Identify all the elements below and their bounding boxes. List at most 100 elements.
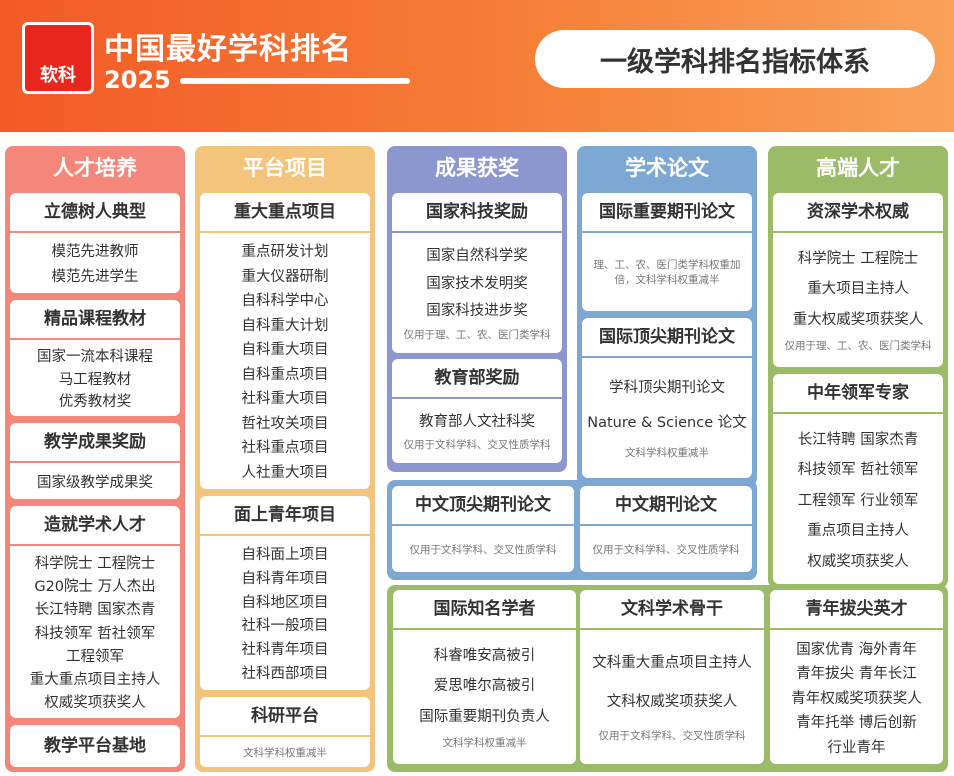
box-note: 文科学科权重减半 (625, 447, 709, 460)
indicator-item: 科睿唯安高被引 (433, 647, 536, 664)
indicator-item: 重大项目主持人 (807, 281, 909, 298)
indicator-item: 自科地区项目 (241, 594, 329, 611)
indicator-box: 文科学术骨干 文科重大重点项目主持人 文科权威奖项获奖人 仅用于文科学科、交叉性质学科 (580, 590, 764, 764)
indicator-box: 科研平台 文科学科权重减半 (200, 697, 370, 767)
indicator-item: 青年权威奖项获奖人 (791, 690, 922, 707)
box-title: 文科学术骨干 (580, 590, 764, 630)
indicator-item: 学科顶尖期刊论文 (609, 379, 725, 396)
box-note: 仅用于理、工、农、医门类学科 (784, 340, 932, 353)
underline (180, 78, 410, 84)
indicator-item: 自科青年项目 (241, 570, 329, 587)
indicator-item: 模范先进教师 (51, 244, 139, 261)
box-note: 仅用于文科学科、交叉性质学科 (592, 543, 740, 556)
section-title: 平台项目 (243, 156, 327, 180)
box-body: 国家一流本科课程 马工程教材优秀教材奖 (10, 340, 180, 416)
indicator-item: 长江特聘 国家杰青 (34, 602, 156, 619)
year: 2025 (104, 66, 171, 94)
box-body: 仅用于文科学科、交叉性质学科 (580, 526, 752, 572)
box-note: 仅用于理、工、农、医门类学科 (403, 329, 551, 342)
indicator-item: 科技领军 哲社领军 (34, 625, 156, 642)
indicator-item: 行业青年 (827, 739, 886, 756)
section-title: 成果获奖 (435, 156, 519, 180)
indicator-item: 权威奖项获奖人 (807, 553, 909, 570)
box-title: 中年领军专家 (773, 374, 943, 414)
indicator-box: 国际顶尖期刊论文学科顶尖期刊论文 Nature & Science 论文文科学科权… (582, 318, 752, 478)
indicator-item: 马工程教材 (58, 371, 132, 388)
indicator-box: 造就学术人才 科学院士 工程院士 G20院士 万人杰出 长江特聘 国家杰青 科技领军 哲… (10, 506, 180, 718)
indicator-item: 重点项目主持人 (807, 523, 909, 539)
box-note: 仅用于文科学科、交叉性质学科 (598, 729, 746, 742)
indicator-item: 科学院士 工程院士 (34, 556, 156, 573)
indicator-item: 国家级教学成果奖 (37, 474, 153, 491)
indicator-item: 国际重要期刊负责人 (419, 708, 550, 725)
box-title: 中文期刊论文 (580, 486, 752, 526)
indicator-item: 社科青年项目 (241, 642, 329, 659)
indicator-item: 国家科技进步奖 (426, 303, 528, 320)
indicator-box: 教学成果奖励国家级教学成果奖 (10, 423, 180, 499)
indicator-item: 社科一般项目 (241, 618, 329, 635)
indicator-item: 长江特聘 国家杰青 (797, 431, 919, 448)
box-body: 仅用于文科学科、交叉性质学科 (392, 526, 574, 572)
indicator-box: 中文顶尖期刊论文 仅用于文科学科、交叉性质学科 (392, 486, 574, 572)
box-body: 学科顶尖期刊论文 Nature & Science 论文文科学科权重减半 (582, 358, 752, 478)
box-note: 理、工、农、医门类学科权重加倍，文科学科权重减半 (593, 259, 741, 286)
box-title: 面上青年项目 (200, 496, 370, 536)
box-title: 国际顶尖期刊论文 (582, 318, 752, 358)
indicator-item: 科学院士 工程院士 (797, 250, 919, 267)
box-body: 科睿唯安高被引 爱思唯尔高被引 国际重要期刊负责人文科学科权重减半 (393, 630, 576, 764)
box-body: 重点研发计划 重大仪器研制 自科科学中心 自科重大计划 自科重大项目 自科重点项目 社科重大… (200, 233, 370, 489)
box-title: 造就学术人才 (10, 506, 180, 546)
indicator-item: 爱思唯尔高被引 (433, 678, 536, 695)
indicator-box: 国际重要期刊论文理、工、农、医门类学科权重加倍，文科学科权重减半 (582, 193, 752, 311)
indicator-box: 立德树人典型 模范先进教师 模范先进学生 (10, 193, 180, 293)
section-title: 人才培养 (53, 156, 137, 180)
indicator-item: 人社重大项目 (241, 464, 329, 481)
box-note: 文科学科权重减半 (442, 737, 527, 750)
box-title: 精品课程教材 (10, 300, 180, 340)
box-title: 教学平台基地 (44, 736, 146, 756)
section-title: 学术论文 (625, 156, 709, 180)
indicator-item: 文科权威奖项获奖人 (606, 693, 738, 710)
title: 中国最好学科排名 (104, 32, 352, 67)
box-body: 教育部人文社科奖 仅用于文科学科、交叉性质学科 (392, 399, 562, 463)
box-title: 科研平台 (200, 697, 370, 737)
indicator-item: 自科重大计划 (241, 317, 329, 334)
indicator-box: 国家科技奖励 国家自然科学奖 国家技术发明奖 国家科技进步奖 仅用于理、工、农、医门类学… (392, 193, 562, 353)
box-body: 科学院士 工程院士 G20院士 万人杰出 长江特聘 国家杰青 科技领军 哲社领军 工程领… (10, 546, 180, 718)
box-title: 教学成果奖励 (10, 423, 180, 463)
box-body: 理、工、农、医门类学科权重加倍，文科学科权重减半 (582, 233, 752, 311)
indicator-box: 教育部奖励 教育部人文社科奖 仅用于文科学科、交叉性质学科 (392, 359, 562, 463)
indicator-item: 权威奖项获奖人 (44, 694, 146, 711)
box-body: 文科学科权重减半 (200, 737, 370, 767)
indicator-item: 自科科学中心 (241, 293, 329, 310)
indicator-item: 优秀教材奖 (58, 393, 132, 410)
box-body: 科学院士 工程院士 重大项目主持人 重大权威奖项获奖人仅用于理、工、农、医门类学科 (773, 233, 943, 367)
indicator-item: 工程领军 (66, 648, 124, 665)
box-title: 国际重要期刊论文 (582, 193, 752, 233)
indicator-item: 重点研发计划 (241, 244, 329, 261)
box-title: 国家科技奖励 (392, 193, 562, 233)
indicator-item: 模范先进学生 (51, 268, 139, 285)
indicator-box: 国际知名学者 科睿唯安高被引 爱思唯尔高被引 国际重要期刊负责人 文科学科权重减半 (393, 590, 576, 764)
section-title: 高端人才 (816, 156, 900, 180)
box-title: 教育部奖励 (392, 359, 562, 399)
indicator-item: Nature & Science 论文 (587, 414, 747, 431)
box-body: 国家自然科学奖 国家技术发明奖 国家科技进步奖 仅用于理、工、农、医门类学科 (392, 233, 562, 353)
box-body: 长江特聘 国家杰青 科技领军 哲社领军 工程领军 行业领军 重点项目主持人 权威奖项获奖… (773, 414, 943, 584)
indicator-box: 资深学术权威 科学院士 工程院士 重大项目主持人 重大权威奖项获奖人 仅用于理、工、农、… (773, 193, 943, 367)
indicator-item: 国家一流本科课程 (37, 349, 153, 366)
indicator-item: 重大权威奖项获奖人 (792, 311, 924, 328)
indicator-item: 青年托举 博后创新 (796, 715, 917, 731)
indicator-item: 社科重点项目 (241, 440, 329, 457)
indicator-item: 科技领军 哲社领军 (797, 462, 919, 478)
box-body: 模范先进教师 模范先进学生 (10, 233, 180, 293)
indicator-item: 自科面上项目 (241, 546, 329, 563)
indicator-box: 中文期刊论文仅用于文科学科、交叉性质学科 (580, 486, 752, 572)
box-body: 文科重大重点项目主持人 文科权威奖项获奖人 仅用于文科学科、交叉性质学科 (580, 630, 764, 764)
box-note: 仅用于文科学科、交叉性质学科 (403, 439, 551, 452)
indicator-box: 面上青年项目 自科面上项目 自科青年项目 自科地区项目 社科一般项目 社科青年项目 社科西部… (200, 496, 370, 690)
logo: 软科 (22, 22, 94, 94)
indicator-item: 国家自然科学奖 (426, 247, 528, 264)
indicator-item: 国家优青 海外青年 (796, 641, 917, 658)
